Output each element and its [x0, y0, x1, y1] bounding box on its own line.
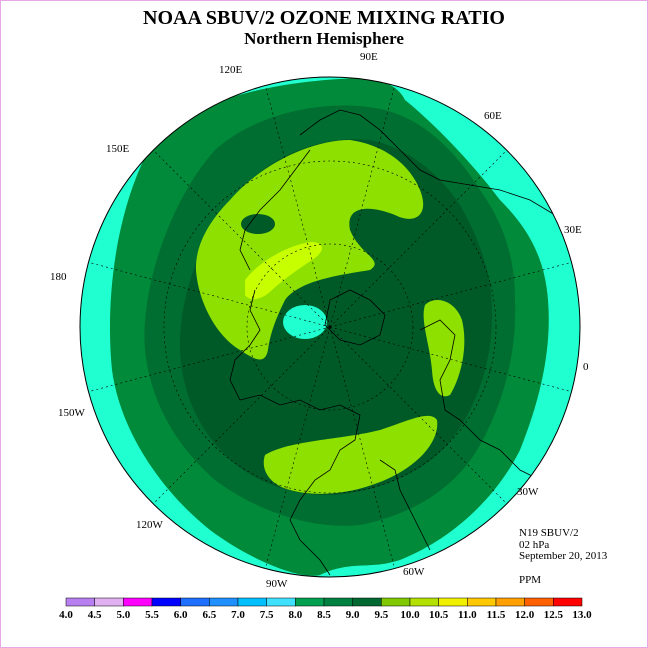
- meridian-line: [329, 150, 507, 328]
- band-9-5-to-10-0-south: [263, 415, 438, 494]
- colorbar-swatch: [94, 597, 124, 607]
- lon-label-60e: 60E: [484, 110, 502, 122]
- meridian-line: [329, 326, 395, 569]
- colorbar-tick-label: 10.0: [400, 609, 420, 621]
- lon-label-120w: 120W: [136, 519, 164, 531]
- colorbar-tick-label: 9.5: [374, 609, 388, 621]
- band-10-0-to-10-5: [245, 242, 322, 300]
- meridian-line: [329, 262, 572, 328]
- colorbar-swatch: [553, 597, 583, 607]
- colorbar-swatch: [237, 597, 267, 607]
- colorbar-tick-label: 4.5: [88, 609, 102, 621]
- meridian-line: [88, 326, 331, 392]
- colorbar-tick-label: 8.0: [288, 609, 302, 621]
- colorbar-tick-label: 4.0: [59, 609, 73, 621]
- longitude-labels: 90E 60E 30E 0 30W 60W 90W 120W 150W 180 …: [50, 51, 589, 590]
- meridian-line: [265, 326, 331, 569]
- meridians: [88, 85, 572, 569]
- north-america-coast: [239, 394, 361, 576]
- asia-coast: [299, 109, 556, 216]
- map-boundary: [79, 76, 581, 578]
- band-8-0-polar-low: [283, 305, 327, 339]
- colorbar-tick-label: 6.5: [202, 609, 216, 621]
- colorbar-swatch: [323, 597, 353, 607]
- colorbar-tick-label: 5.5: [145, 609, 159, 621]
- map-subtitle: Northern Hemisphere: [244, 29, 404, 48]
- colorbar-swatch: [438, 597, 468, 607]
- siberia-coast: [239, 149, 311, 271]
- meridian-line: [329, 85, 395, 328]
- latitude-circle-30: [163, 160, 497, 494]
- lon-label-150e: 150E: [106, 143, 130, 155]
- colorbar-tick-label: 7.5: [260, 609, 274, 621]
- colorbar-swatch: [524, 597, 554, 607]
- pressure-level-label: 02 hPa: [519, 539, 550, 551]
- lon-label-0: 0: [583, 361, 589, 373]
- colorbar-swatch: [495, 597, 525, 607]
- coastlines: [229, 109, 556, 576]
- alaska-coast: [229, 289, 261, 401]
- lon-label-180: 180: [50, 271, 67, 283]
- colorbar-swatch: [352, 597, 382, 607]
- lon-label-90w: 90W: [266, 578, 288, 590]
- graticule: [88, 85, 572, 569]
- colorbar-swatch: [467, 597, 497, 607]
- latitude-circle-60: [246, 243, 414, 411]
- lon-label-90e: 90E: [360, 51, 378, 63]
- meridian-line: [153, 326, 331, 504]
- colorbar-tick-label: 11.0: [458, 609, 477, 621]
- colorbar-tick-label: 5.0: [116, 609, 130, 621]
- meridian-line: [329, 326, 507, 504]
- date-label: September 20, 2013: [519, 550, 608, 562]
- colorbar: 4.0 4.5 5.0 5.5 6.0 6.5 7.0 7.5 8.0 8.5 9.0 9.5 10.0…: [59, 597, 592, 621]
- colorbar-tick-label: 7.0: [231, 609, 245, 621]
- colorbar-tick-label: 10.5: [429, 609, 449, 621]
- meridian-line: [88, 262, 331, 328]
- colorbar-swatch: [151, 597, 181, 607]
- colorbar-tick-label: 8.5: [317, 609, 331, 621]
- lon-label-60w: 60W: [403, 566, 425, 578]
- meridian-line: [265, 85, 331, 328]
- colorbar-swatch: [123, 597, 153, 607]
- colorbar-swatch: [266, 597, 296, 607]
- colorbar-tick-label: 12.5: [544, 609, 564, 621]
- greenland-coast: [324, 289, 386, 346]
- colorbar-tick-label: 13.0: [572, 609, 592, 621]
- lon-label-150w: 150W: [58, 407, 86, 419]
- colorbar-tick-label: 6.0: [174, 609, 188, 621]
- band-9-5-to-10-0-east: [423, 300, 465, 397]
- meridian-line: [153, 150, 331, 328]
- colorbar-swatch: [381, 597, 411, 607]
- units-label: PPM: [519, 574, 542, 586]
- lon-label-30e: 30E: [564, 224, 582, 236]
- colorbar-swatch: [209, 597, 239, 607]
- colorbar-tick-label: 12.0: [515, 609, 535, 621]
- map-title: NOAA SBUV/2 OZONE MIXING RATIO: [143, 7, 505, 29]
- atlantic-coast: [379, 459, 431, 551]
- colorbar-tick-label: 9.0: [346, 609, 360, 621]
- colorbar-swatch: [295, 597, 325, 607]
- lon-label-30w: 30W: [517, 486, 539, 498]
- colorbar-tick-label: 11.5: [487, 609, 506, 621]
- satellite-label: N19 SBUV/2: [519, 527, 579, 539]
- meridian-line: [329, 326, 572, 392]
- europe-africa-coast: [419, 319, 541, 481]
- colorbar-swatch: [65, 597, 95, 607]
- colorbar-swatch: [180, 597, 210, 607]
- colorbar-swatch: [409, 597, 439, 607]
- lon-label-120e: 120E: [219, 64, 243, 76]
- band-9-0-patch: [241, 214, 275, 234]
